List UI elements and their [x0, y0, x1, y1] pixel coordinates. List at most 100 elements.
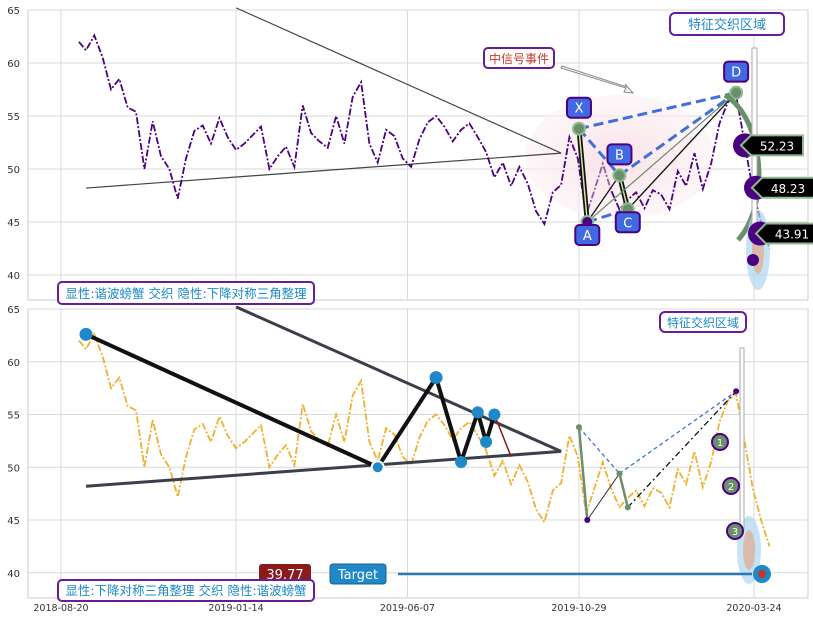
pattern-point-x	[571, 121, 586, 136]
bottom-feature-zone-label: 特征交织区域	[667, 315, 739, 330]
y-tick-label: 60	[7, 59, 20, 70]
x-tick-labels: 2018-08-20 2019-01-14 2019-06-07 2019-10-29…	[33, 603, 781, 614]
x-tick-label: 2018-08-20	[33, 603, 88, 614]
x-tick-label: 2019-06-07	[380, 603, 435, 614]
top-feature-zone-badge: 特征交织区域	[669, 12, 785, 36]
bottom-crab-pattern	[575, 388, 740, 523]
bottom-price-series	[78, 332, 771, 547]
bottom-y-tick-labels: 40 45 50 55 60 65	[7, 305, 20, 580]
target-bubble-label: 2	[728, 482, 734, 493]
pattern-label-x: X	[575, 102, 584, 117]
top-trendlines	[85, 7, 562, 189]
triangle-boundary	[85, 449, 562, 488]
triangle-point	[480, 435, 493, 448]
triangle-breakout	[493, 414, 512, 457]
y-tick-label: 40	[7, 569, 20, 580]
pattern-point-d	[729, 85, 744, 100]
target-bubble-label: 1	[717, 438, 723, 449]
top-description-badge: 显性:谐波螃蟹 交织 隐性:下降对称三角整理	[57, 281, 315, 305]
top-signal-event-label: 中信号事件	[489, 51, 549, 66]
pattern-label-a: A	[583, 229, 592, 244]
target-flag	[739, 134, 804, 157]
crab-point	[616, 470, 623, 477]
bottom-feature-zone-badge: 特征交织区域	[659, 311, 747, 333]
target-arrow-icon	[739, 347, 745, 531]
target-end-dot	[758, 570, 766, 578]
bottom-description-badge: 显性:下降对称三角整理 交织 隐性:谐波螃蟹	[57, 579, 315, 602]
target-value-label: 52.23	[760, 139, 794, 153]
leg-bc	[618, 473, 629, 508]
leg-xb	[578, 426, 620, 475]
crab-point	[624, 504, 631, 511]
target-button-label: Target	[337, 568, 378, 583]
bottom-triangle-pattern	[79, 305, 562, 488]
target-bubble	[722, 477, 740, 495]
triangle-point	[370, 460, 385, 475]
x-tick-label: 2020-03-24	[726, 603, 781, 614]
trendline	[85, 152, 562, 189]
crab-point	[733, 388, 740, 395]
triangle-point	[488, 408, 501, 421]
pattern-label-box-d	[723, 60, 750, 83]
target-zone-core	[743, 530, 755, 570]
target-bubble-label: 3	[732, 527, 738, 538]
top-feature-zone-label: 特征交织区域	[688, 17, 766, 33]
target-flag	[750, 176, 813, 199]
target-value-label: 43.91	[775, 228, 809, 242]
y-tick-label: 45	[7, 218, 20, 229]
y-tick-label: 60	[7, 358, 20, 369]
bottom-description-label: 显性:下降对称三角整理 交织 隐性:谐波螃蟹	[65, 583, 306, 598]
crab-point	[575, 424, 582, 431]
pattern-label-d: D	[731, 66, 741, 81]
y-tick-label: 50	[7, 165, 20, 176]
target-arc	[723, 92, 762, 242]
y-tick-label: 55	[7, 411, 20, 422]
pattern-point-b	[612, 168, 627, 183]
leg-xa	[577, 427, 589, 521]
leg-ab	[586, 174, 620, 223]
y-tick-label: 50	[7, 463, 20, 474]
target-button-box	[329, 563, 387, 585]
y-tick-label: 65	[7, 6, 20, 17]
triangle-point	[471, 406, 484, 419]
leg-ad	[586, 92, 737, 223]
target-bubble	[711, 433, 729, 451]
pattern-label-c: C	[623, 216, 632, 231]
bottom-panel: 40 45 50 55 60 65 2018-08-20 2019-01-14 2019-06…	[7, 305, 809, 614]
pattern-label-box-c	[614, 211, 641, 234]
price-line	[78, 332, 771, 547]
target-value-label: 48.23	[771, 182, 805, 196]
price-line	[78, 33, 771, 249]
trendline	[235, 7, 562, 154]
top-signal-event-badge: 中信号事件	[483, 47, 635, 94]
top-panel: 40 45 50 55 60 65 X A B C D 52.23 48.23 43.91 特征交织区…	[7, 6, 813, 305]
crab-point	[584, 517, 591, 523]
target-flag	[754, 222, 813, 245]
target-end-point	[747, 254, 759, 266]
top-target-markers: 52.23 48.23 43.91	[723, 47, 813, 290]
y-tick-label: 40	[7, 271, 20, 282]
leg-xd	[578, 91, 737, 131]
x-tick-label: 2019-10-29	[551, 603, 606, 614]
triangle-point	[455, 455, 468, 468]
bottom-plot-area	[27, 308, 809, 599]
top-y-tick-labels: 40 45 50 55 60 65	[7, 6, 20, 282]
xab-fill	[578, 128, 620, 222]
triangle-point	[429, 371, 443, 385]
target-bubble	[726, 522, 744, 540]
signal-arrow-icon	[560, 65, 635, 94]
top-price-series	[78, 33, 771, 249]
leg-bd	[618, 91, 738, 177]
leg-bd	[619, 390, 737, 475]
pattern-label-b: B	[615, 148, 624, 163]
pattern-label-box-x	[565, 96, 592, 119]
leg-cd	[627, 92, 737, 210]
y-tick-label: 65	[7, 305, 20, 316]
top-crab-pattern: X A B C D	[565, 60, 750, 246]
leg-xa-inner	[578, 128, 589, 223]
triangle-point	[79, 327, 93, 341]
y-tick-label: 45	[7, 516, 20, 527]
y-tick-label: 55	[7, 112, 20, 123]
